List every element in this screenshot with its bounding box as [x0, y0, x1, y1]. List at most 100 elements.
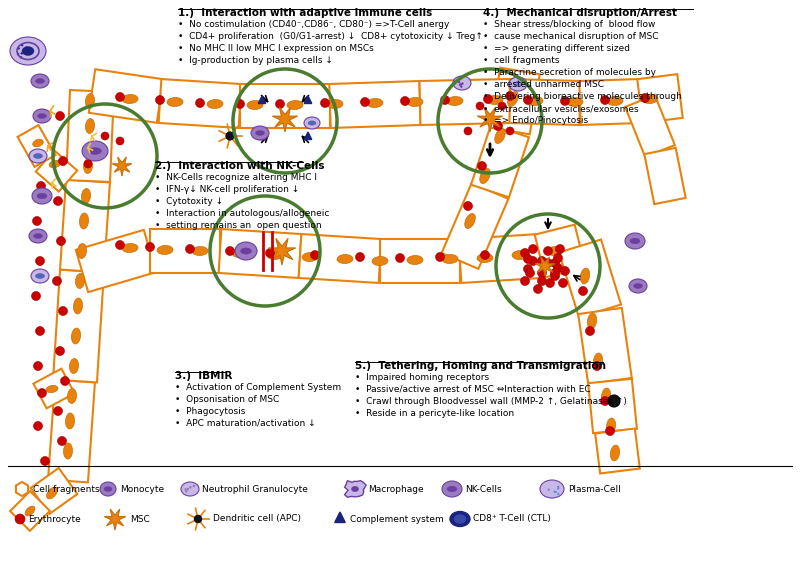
Circle shape	[494, 122, 502, 131]
Text: •  cause mechanical disruption of MSC: • cause mechanical disruption of MSC	[483, 32, 658, 41]
Circle shape	[185, 490, 187, 493]
Polygon shape	[304, 96, 312, 103]
Ellipse shape	[37, 193, 47, 199]
Ellipse shape	[308, 121, 316, 125]
Ellipse shape	[327, 99, 343, 108]
Circle shape	[55, 347, 65, 356]
Ellipse shape	[35, 79, 45, 84]
Ellipse shape	[251, 126, 269, 140]
Circle shape	[34, 361, 42, 370]
Polygon shape	[535, 257, 554, 276]
Ellipse shape	[29, 149, 47, 163]
Ellipse shape	[31, 74, 49, 88]
Polygon shape	[330, 81, 421, 128]
Circle shape	[529, 245, 538, 254]
Circle shape	[550, 269, 559, 278]
Ellipse shape	[351, 486, 358, 491]
Circle shape	[478, 162, 486, 171]
Circle shape	[54, 196, 62, 205]
Text: NK-Cells: NK-Cells	[465, 485, 502, 494]
Ellipse shape	[86, 94, 94, 108]
Ellipse shape	[82, 188, 90, 204]
Ellipse shape	[606, 418, 615, 434]
Circle shape	[546, 278, 554, 287]
Circle shape	[361, 98, 370, 107]
Polygon shape	[334, 512, 346, 522]
Ellipse shape	[192, 246, 208, 255]
Polygon shape	[272, 107, 298, 132]
Polygon shape	[419, 79, 510, 125]
Ellipse shape	[83, 159, 93, 173]
Circle shape	[101, 132, 109, 140]
Circle shape	[547, 489, 550, 491]
Circle shape	[115, 93, 125, 102]
Ellipse shape	[302, 252, 318, 261]
Polygon shape	[559, 240, 621, 318]
Text: Dendritic cell (APC): Dendritic cell (APC)	[213, 514, 301, 523]
Ellipse shape	[29, 229, 47, 243]
Circle shape	[601, 95, 610, 104]
Polygon shape	[30, 468, 78, 514]
Ellipse shape	[33, 139, 43, 147]
Circle shape	[33, 217, 42, 226]
Circle shape	[31, 292, 41, 301]
Ellipse shape	[34, 154, 42, 158]
Polygon shape	[298, 234, 382, 283]
Circle shape	[606, 426, 614, 435]
Circle shape	[462, 82, 464, 85]
Circle shape	[186, 488, 189, 490]
Text: •  Opsonisation of MSC: • Opsonisation of MSC	[175, 395, 279, 404]
Circle shape	[115, 241, 125, 250]
Polygon shape	[644, 148, 686, 204]
Text: MSC: MSC	[130, 514, 150, 523]
Ellipse shape	[32, 188, 52, 204]
Circle shape	[37, 182, 46, 191]
Circle shape	[58, 157, 67, 165]
Circle shape	[21, 52, 23, 54]
Ellipse shape	[512, 251, 528, 260]
Polygon shape	[112, 157, 132, 176]
Circle shape	[116, 137, 124, 145]
Text: •  Crawl through Bloodvessel wall (MMP-2 ↑, Gelatinases ↑): • Crawl through Bloodvessel wall (MMP-2 …	[355, 397, 627, 406]
Polygon shape	[53, 270, 104, 383]
Circle shape	[58, 436, 66, 445]
Circle shape	[554, 254, 562, 263]
Circle shape	[18, 47, 20, 49]
Ellipse shape	[607, 96, 623, 105]
Circle shape	[54, 407, 62, 416]
Circle shape	[481, 251, 490, 260]
Circle shape	[550, 272, 559, 280]
Circle shape	[84, 160, 92, 168]
Circle shape	[20, 56, 22, 58]
Ellipse shape	[453, 76, 471, 90]
Circle shape	[608, 395, 620, 407]
Polygon shape	[638, 74, 682, 123]
Ellipse shape	[547, 246, 563, 255]
Circle shape	[25, 47, 27, 49]
Polygon shape	[34, 369, 74, 408]
Text: •  extracellular vesicles/exosomes: • extracellular vesicles/exosomes	[483, 104, 638, 113]
Circle shape	[529, 256, 538, 265]
Ellipse shape	[255, 131, 265, 135]
Text: •  Interaction in autologous/allogeneic: • Interaction in autologous/allogeneic	[155, 209, 330, 218]
Text: •  APC maturation/activation ↓: • APC maturation/activation ↓	[175, 419, 316, 428]
Circle shape	[641, 94, 650, 103]
Circle shape	[41, 457, 50, 466]
Circle shape	[586, 327, 594, 335]
Ellipse shape	[407, 98, 423, 107]
Circle shape	[190, 486, 192, 489]
Ellipse shape	[587, 313, 597, 329]
Circle shape	[498, 102, 506, 110]
Circle shape	[61, 376, 70, 385]
Circle shape	[460, 83, 462, 85]
Text: •  Shear stress/blocking of  blood flow: • Shear stress/blocking of blood flow	[483, 20, 655, 29]
Ellipse shape	[241, 248, 251, 254]
Text: Cell fragments: Cell fragments	[33, 485, 100, 494]
Circle shape	[194, 515, 202, 523]
Ellipse shape	[63, 443, 73, 459]
Circle shape	[554, 491, 557, 493]
Circle shape	[464, 127, 472, 135]
Ellipse shape	[465, 214, 475, 228]
Circle shape	[35, 327, 45, 335]
Circle shape	[146, 242, 154, 251]
